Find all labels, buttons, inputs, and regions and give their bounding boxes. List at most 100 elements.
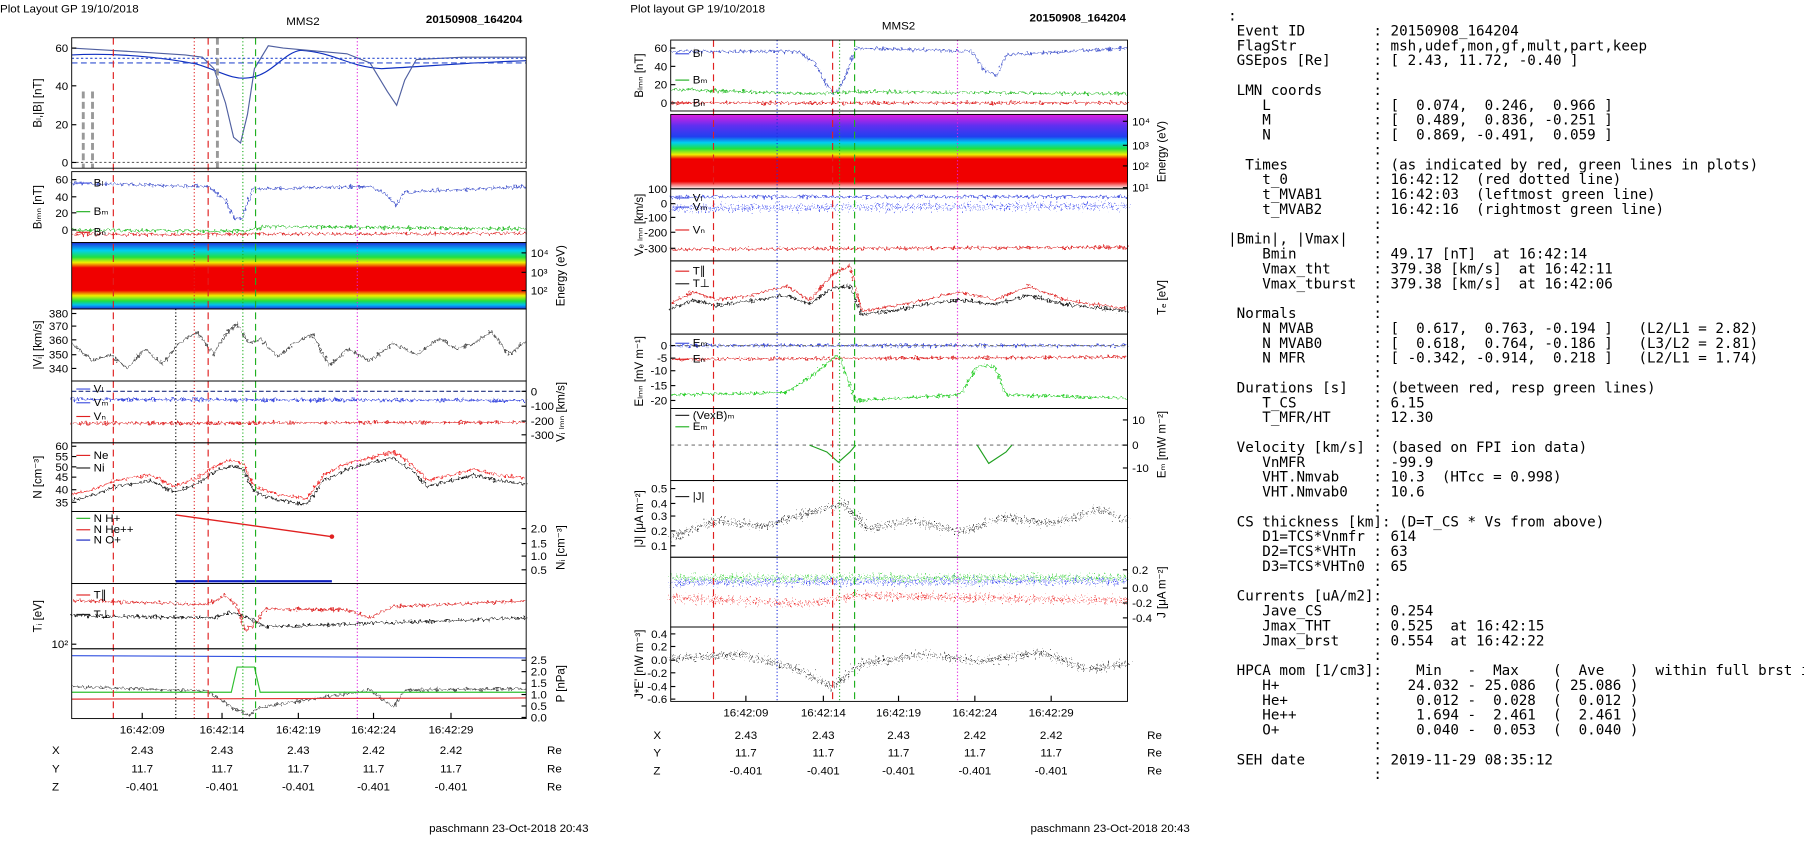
legend-label: Vₙ (693, 224, 706, 236)
tick-label: 2.0 (531, 667, 547, 679)
panel-frame (670, 408, 1128, 482)
tick-label: -200 (531, 416, 554, 428)
tick-label: -0.6 (647, 694, 667, 706)
axis-label: Energy (eV) (1157, 121, 1169, 182)
listing-line: Times : (as indicated by red, green line… (1228, 157, 1758, 173)
listing-line: GSEpos [Re] : [ 2.43, 11.72, -0.40 ] (1228, 53, 1579, 69)
coord-value: 11.7 (964, 747, 986, 759)
tick-label: -20 (651, 396, 668, 408)
coord-value: -0.401 (807, 766, 840, 778)
curve (809, 444, 1013, 465)
legend-label: N He++ (94, 524, 134, 536)
curve (670, 47, 1128, 95)
listing-line: N MFR : [ -0.342, -0.914, 0.218 ] (L2/L1… (1228, 351, 1758, 367)
tick-label: -10 (651, 366, 668, 378)
tick-label: 0.4 (651, 629, 668, 641)
event-id: 20150908_164204 (1030, 13, 1127, 25)
coord-value: 2.43 (812, 730, 835, 742)
plot-header: Plot layout GP 19/10/2018 (630, 4, 765, 16)
listing-line: : (1228, 291, 1382, 307)
curve (71, 398, 527, 402)
listing-line: : (1228, 738, 1382, 754)
panel-frame (71, 511, 527, 585)
tick-label: 350 (49, 350, 68, 362)
coord-value: 2.42 (1040, 730, 1063, 742)
spectrogram (71, 242, 527, 309)
curve (71, 685, 527, 716)
tick-label: 10¹ (1132, 183, 1149, 195)
tick-label: 340 (49, 363, 68, 375)
listing-line: SEH date : 2019-11-29 08:35:12 (1228, 752, 1553, 768)
curve (71, 232, 527, 236)
coord-value: -0.401 (435, 782, 468, 794)
coord-unit: Re (547, 745, 562, 757)
listing-line: He+ : 0.012 - 0.028 ( 0.012 ) (1228, 693, 1638, 709)
tick-label: 10⁴ (1132, 116, 1150, 128)
curve (71, 182, 527, 221)
curve (670, 502, 1128, 539)
legend-label: Eₙ (693, 354, 706, 366)
time-label: 16:42:29 (1029, 707, 1074, 719)
tick-label: 40 (55, 192, 68, 204)
tick-label: 0.0 (651, 655, 667, 667)
curve (71, 457, 527, 506)
coord-value: 11.7 (211, 763, 233, 775)
coord-value: 2.43 (887, 730, 910, 742)
curve (175, 514, 332, 538)
time-label: 16:42:09 (120, 724, 165, 736)
coord-value: 11.7 (735, 747, 757, 759)
coord-value: 11.7 (1040, 747, 1062, 759)
tick-label: 0.5 (651, 484, 667, 496)
tick-label: 20 (55, 208, 68, 220)
tick-label: 2.0 (531, 524, 547, 536)
tick-label: 0 (661, 98, 667, 110)
tick-label: 60 (55, 43, 68, 55)
axis-label: N [cm⁻³] (33, 456, 45, 499)
coord-value: -0.401 (1035, 766, 1068, 778)
listing-line: t_MVAB1 : 16:42:03 (leftmost green line) (1228, 187, 1655, 203)
panel-frame (670, 626, 1128, 702)
listing-line: VHT.Nmvab0 : 10.6 (1228, 485, 1425, 501)
panel-frame (71, 308, 527, 382)
legend-label: Vₘ (94, 397, 109, 409)
listing-line: Currents [uA/m2]: (1228, 589, 1382, 605)
panel-frame (670, 188, 1128, 262)
listing-line: : (1228, 648, 1382, 664)
coord-value: 11.7 (288, 763, 310, 775)
listing-line: D1=TCS*Vnmfr : 614 (1228, 529, 1416, 545)
legend-label: N H+ (94, 513, 121, 525)
tick-label: -300 (531, 430, 554, 442)
listing-line: D3=TCS*VHTn0 : 65 (1228, 559, 1408, 575)
tick-label: 10³ (1132, 140, 1149, 152)
listing-line: L : [ 0.074, 0.246, 0.966 ] (1228, 98, 1613, 114)
listing-line: : (1228, 574, 1382, 590)
axis-label: J [μA m⁻²] (1157, 566, 1169, 617)
legend-label: Bₘ (693, 75, 708, 87)
tick-label: 0.0 (531, 712, 547, 724)
listing-line: t_MVAB2 : 16:42:16 (rightmost green line… (1228, 202, 1664, 218)
coord-unit: Re (1147, 730, 1162, 742)
legend-label: N O+ (94, 535, 122, 547)
listing-line: Jave_CS : 0.254 (1228, 604, 1433, 620)
legend-label: Ni (94, 462, 105, 474)
curve (71, 611, 527, 628)
tick-label: 1.5 (531, 539, 547, 551)
coord-value: 11.7 (813, 747, 835, 759)
listing-line: : (1228, 143, 1382, 159)
listing-line: CS thickness [km]: (D=T_CS * Vs from abo… (1228, 514, 1604, 530)
axis-label: |J| [μA m⁻²] (634, 490, 646, 547)
tick-label: 0.5 (531, 565, 547, 577)
curve (71, 421, 527, 424)
listing-line: N : [ 0.869, -0.491, 0.059 ] (1228, 128, 1613, 144)
listing-line: VHT.Nmvab : 10.3 (HTcc = 0.998) (1228, 470, 1561, 486)
tick-label: 0 (531, 386, 537, 398)
listing-line: Bmin : 49.17 [nT] at 16:42:14 (1228, 247, 1587, 263)
legend-label: |J| (693, 491, 705, 503)
tick-label: -100 (644, 212, 667, 224)
tick-label: 0.2 (651, 526, 667, 538)
event-lines (112, 37, 358, 719)
panel-frame (670, 39, 1128, 112)
legend-label: T∥ (693, 265, 706, 278)
coord-unit: Re (547, 763, 562, 775)
time-label: 16:42:19 (276, 724, 321, 736)
